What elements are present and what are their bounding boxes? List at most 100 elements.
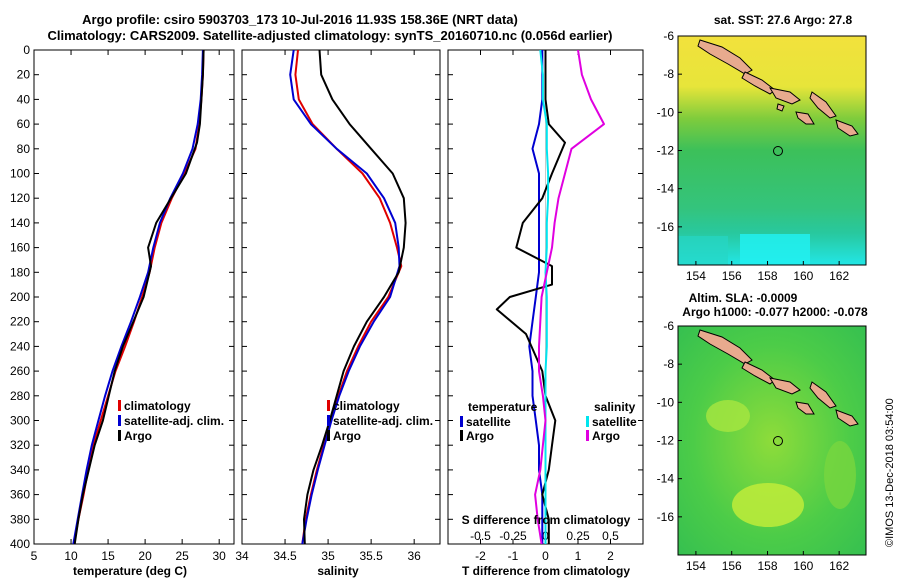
difference-chart: -2 -1 0 1 2-0.5 -0.25 0 0.25 0.5 bbox=[448, 49, 643, 563]
series-group bbox=[72, 50, 205, 544]
map-x-tick-label: 154 bbox=[686, 269, 706, 283]
y-tick-label: 220 bbox=[10, 315, 30, 329]
legend-t-satellite-swatch bbox=[460, 416, 463, 427]
legend-satellite: satellite-adj. clim. bbox=[333, 414, 433, 428]
legend-argo: Argo bbox=[124, 429, 152, 443]
series-t-satellite bbox=[528, 50, 544, 544]
x2-tick-label: -0.5 bbox=[470, 529, 491, 543]
series-argo bbox=[73, 50, 205, 544]
map-x-tick-label: 158 bbox=[758, 269, 778, 283]
y-tick-label: 20 bbox=[17, 68, 31, 82]
x-tick-label: 5 bbox=[31, 549, 38, 563]
x-tick-label: -2 bbox=[475, 549, 486, 563]
map-y-tick-label: -14 bbox=[657, 472, 675, 486]
legend-s-argo-swatch bbox=[586, 430, 589, 441]
map-y-tick-label: -16 bbox=[657, 510, 675, 524]
legend-s-argo: Argo bbox=[592, 429, 620, 443]
temperature-legend: climatology satellite-adj. clim. Argo bbox=[118, 399, 224, 443]
series-satellite-adj-clim bbox=[289, 50, 401, 544]
y-tick-label: 180 bbox=[10, 265, 30, 279]
y-tick-label: 80 bbox=[17, 142, 31, 156]
y-tick-label: 260 bbox=[10, 364, 30, 378]
y-tick-label: 380 bbox=[10, 512, 30, 526]
x2-tick-label: -0.25 bbox=[499, 529, 527, 543]
difference-legend: temperature satellite Argo salinity sate… bbox=[460, 400, 637, 443]
sla-map-title-1: Altim. SLA: -0.0009 bbox=[689, 291, 798, 305]
map-y-tick-label: -10 bbox=[657, 105, 675, 119]
map-x-tick-label: 162 bbox=[829, 269, 849, 283]
map-x-tick-label: 160 bbox=[793, 559, 813, 573]
series-group bbox=[495, 50, 605, 544]
y-tick-label: 300 bbox=[10, 414, 30, 428]
map-y-tick-label: -16 bbox=[657, 220, 675, 234]
y-tick-label: 280 bbox=[10, 389, 30, 403]
series-argo bbox=[303, 50, 407, 544]
x-tick-label: 30 bbox=[213, 549, 227, 563]
sst-islands bbox=[697, 39, 859, 137]
y-tick-label: 400 bbox=[10, 537, 30, 551]
sst-map bbox=[677, 35, 867, 266]
x-tick-label: 34 bbox=[235, 549, 249, 563]
temperature-chart: 5 10 15 20 25 3002040608010012014016018020022… bbox=[10, 43, 234, 563]
y-tick-label: 240 bbox=[10, 339, 30, 353]
map-x-tick-label: 156 bbox=[722, 269, 742, 283]
x-tick-label: 35 bbox=[321, 549, 335, 563]
x2-tick-label: 0.5 bbox=[602, 529, 619, 543]
map-x-tick-label: 156 bbox=[722, 559, 742, 573]
legend-salinity-title: salinity bbox=[594, 400, 636, 414]
salinity-chart: 34 34.5 35 35.5 36 bbox=[235, 49, 440, 563]
x-tick-label: -1 bbox=[508, 549, 519, 563]
temperature-panel bbox=[33, 49, 235, 545]
map-y-tick-label: -8 bbox=[663, 357, 674, 371]
series-s-satellite bbox=[539, 50, 550, 544]
map-x-tick-label: 154 bbox=[686, 559, 706, 573]
salinity-legend: climatology satellite-adj. clim. Argo bbox=[327, 399, 433, 443]
sst-cool-patch-west bbox=[678, 236, 728, 265]
x-tick-label: 35.5 bbox=[359, 549, 383, 563]
series-s-argo bbox=[534, 50, 605, 544]
map-y-tick-label: -12 bbox=[657, 144, 675, 158]
sla-map-axes: 154 156 158 160 162 -6 -8 -10 -12 -14 -16 bbox=[657, 319, 850, 573]
legend-t-argo-swatch bbox=[460, 430, 463, 441]
y-tick-label: 100 bbox=[10, 167, 30, 181]
map-y-tick-label: -6 bbox=[663, 319, 674, 333]
legend-climatology-swatch bbox=[327, 400, 330, 411]
legend-s-satellite-swatch bbox=[586, 416, 589, 427]
sst-map-title: sat. SST: 27.6 Argo: 27.8 bbox=[714, 13, 853, 27]
map-y-tick-label: -10 bbox=[657, 395, 675, 409]
map-y-tick-label: -6 bbox=[663, 29, 674, 43]
salinity-panel bbox=[241, 49, 441, 545]
legend-satellite-swatch bbox=[118, 415, 121, 426]
sla-islands bbox=[697, 329, 859, 427]
sst-map-axes: 154 156 158 160 162 -6 -8 -10 -12 -14 -16 bbox=[657, 29, 850, 283]
y-tick-label: 200 bbox=[10, 290, 30, 304]
x-tick-label: 15 bbox=[101, 549, 115, 563]
s-difference-xlabel: S difference from climatology bbox=[462, 513, 631, 527]
map-y-tick-label: -8 bbox=[663, 67, 674, 81]
sla-high-patch bbox=[706, 400, 750, 432]
legend-s-satellite: satellite bbox=[592, 415, 637, 429]
sst-cool-patch bbox=[740, 234, 810, 265]
x-tick-label: 25 bbox=[175, 549, 189, 563]
x2-tick-label: 0.25 bbox=[566, 529, 590, 543]
salinity-xlabel: salinity bbox=[317, 564, 359, 578]
x-tick-label: 0 bbox=[542, 549, 549, 563]
map-y-tick-label: -14 bbox=[657, 182, 675, 196]
legend-t-satellite: satellite bbox=[466, 415, 511, 429]
x-tick-label: 36 bbox=[407, 549, 421, 563]
header-line-1: Argo profile: csiro 5903703_173 10-Jul-2… bbox=[82, 12, 518, 27]
legend-argo-swatch bbox=[327, 430, 330, 441]
legend-t-argo: Argo bbox=[466, 429, 494, 443]
y-tick-label: 320 bbox=[10, 438, 30, 452]
legend-argo: Argo bbox=[333, 429, 361, 443]
y-tick-label: 40 bbox=[17, 92, 31, 106]
header-line-2: Climatology: CARS2009. Satellite-adjuste… bbox=[48, 28, 613, 43]
map-x-tick-label: 162 bbox=[829, 559, 849, 573]
series-satellite-adj-clim bbox=[72, 50, 204, 544]
sst-field bbox=[678, 36, 866, 265]
legend-satellite: satellite-adj. clim. bbox=[124, 414, 224, 428]
sla-mid-patch bbox=[824, 441, 856, 509]
y-tick-label: 120 bbox=[10, 191, 30, 205]
map-x-tick-label: 160 bbox=[793, 269, 813, 283]
